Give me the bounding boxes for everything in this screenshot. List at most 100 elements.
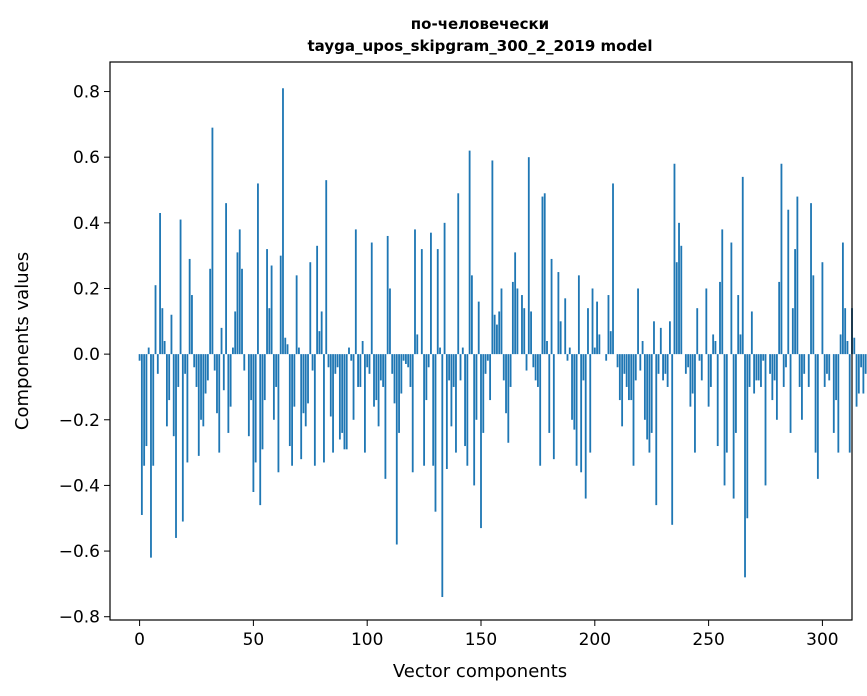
bar-129 [432,354,435,466]
y-tick-label: 0.0 [73,345,100,365]
bar-210 [616,354,619,368]
bar-268 [748,354,751,387]
bar-104 [375,354,378,401]
bar-99 [364,354,366,453]
y-tick-label: 0.4 [73,214,100,234]
bar-48 [247,354,250,437]
bar-285 [787,209,790,355]
bar-297 [814,354,817,453]
bar-92 [348,347,350,355]
bar-63 [282,88,284,355]
bar-95 [354,229,357,355]
bar-149 [477,301,480,355]
bar-155 [491,160,494,355]
bar-91 [345,354,348,450]
bar-138 [452,354,455,387]
bar-145 [468,150,471,355]
bar-107 [382,354,385,387]
bar-23 [191,295,193,355]
bar-132 [439,347,441,355]
bar-140 [457,193,460,355]
bar-222 [643,354,646,420]
bar-308 [839,334,842,355]
bar-65 [286,344,289,355]
bar-143 [464,354,466,447]
bar-75 [309,262,312,355]
bar-207 [609,331,612,355]
bar-102 [370,242,373,355]
bar-12 [165,354,168,427]
bar-176 [539,354,542,466]
bar-116 [402,354,405,361]
bar-185 [559,321,562,355]
bars-group [138,88,867,598]
bar-168 [521,295,523,355]
bar-70 [298,347,300,355]
bar-158 [498,311,501,355]
bar-139 [455,354,457,453]
bar-236 [675,262,678,355]
bar-86 [334,354,337,374]
y-axis-label: Components values [12,252,33,430]
bar-311 [846,341,849,355]
bar-31 [209,268,212,355]
bar-119 [409,354,412,387]
bar-39 [227,354,230,433]
bar-59 [272,354,275,420]
bar-43 [236,252,239,355]
bar-318 [862,354,865,394]
bar-275 [764,354,767,486]
bar-278 [771,354,774,401]
bar-205 [605,354,608,361]
bar-152 [484,354,487,374]
bar-151 [482,354,485,433]
bar-78 [316,245,319,355]
bar-57 [268,308,271,355]
bar-33 [213,354,216,371]
bar-74 [307,354,309,404]
bar-109 [386,235,389,355]
bar-14 [170,314,173,355]
bar-202 [598,334,601,355]
bar-189 [568,347,571,355]
bar-244 [694,354,696,453]
bar-18 [179,219,182,355]
bar-217 [632,354,635,466]
bar-28 [202,354,205,427]
bar-258 [725,354,728,453]
x-tick-label: 100 [351,630,383,650]
bar-118 [407,354,410,368]
x-tick-label: 300 [806,630,838,650]
bar-286 [789,354,792,433]
bar-298 [816,354,819,479]
bar-173 [532,354,535,368]
bar-101 [368,354,371,374]
bar-252 [712,334,715,355]
bar-277 [769,354,771,374]
bar-228 [657,354,660,374]
bar-171 [527,157,530,355]
bar-317 [860,354,863,368]
bar-159 [500,288,503,355]
bar-128 [430,232,432,355]
bar-15 [172,354,175,437]
bar-3 [145,354,148,447]
bar-154 [489,354,492,401]
bar-44 [238,229,241,355]
bar-254 [716,354,719,447]
bar-8 [156,354,159,374]
bar-295 [810,203,812,355]
bar-93 [350,354,353,361]
bar-243 [691,354,694,394]
bar-36 [220,327,223,355]
bar-161 [505,354,507,414]
bar-319 [864,354,867,374]
bar-303 [828,354,831,381]
bar-97 [359,354,362,387]
bar-26 [197,354,200,456]
bar-88 [338,354,341,440]
bar-113 [395,354,398,545]
bar-2 [143,354,146,466]
bar-166 [516,288,519,355]
